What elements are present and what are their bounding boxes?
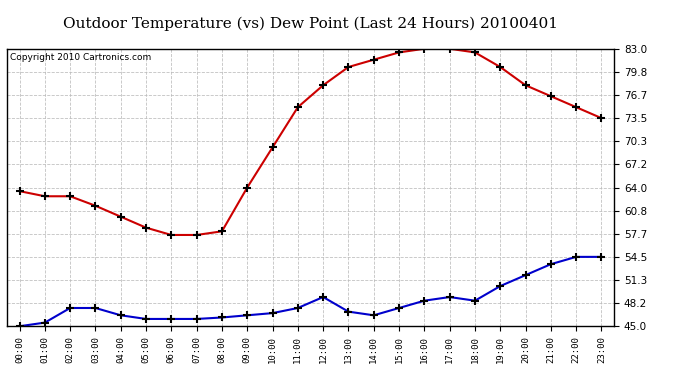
Text: Outdoor Temperature (vs) Dew Point (Last 24 Hours) 20100401: Outdoor Temperature (vs) Dew Point (Last… [63, 17, 558, 31]
Text: Copyright 2010 Cartronics.com: Copyright 2010 Cartronics.com [10, 53, 151, 62]
